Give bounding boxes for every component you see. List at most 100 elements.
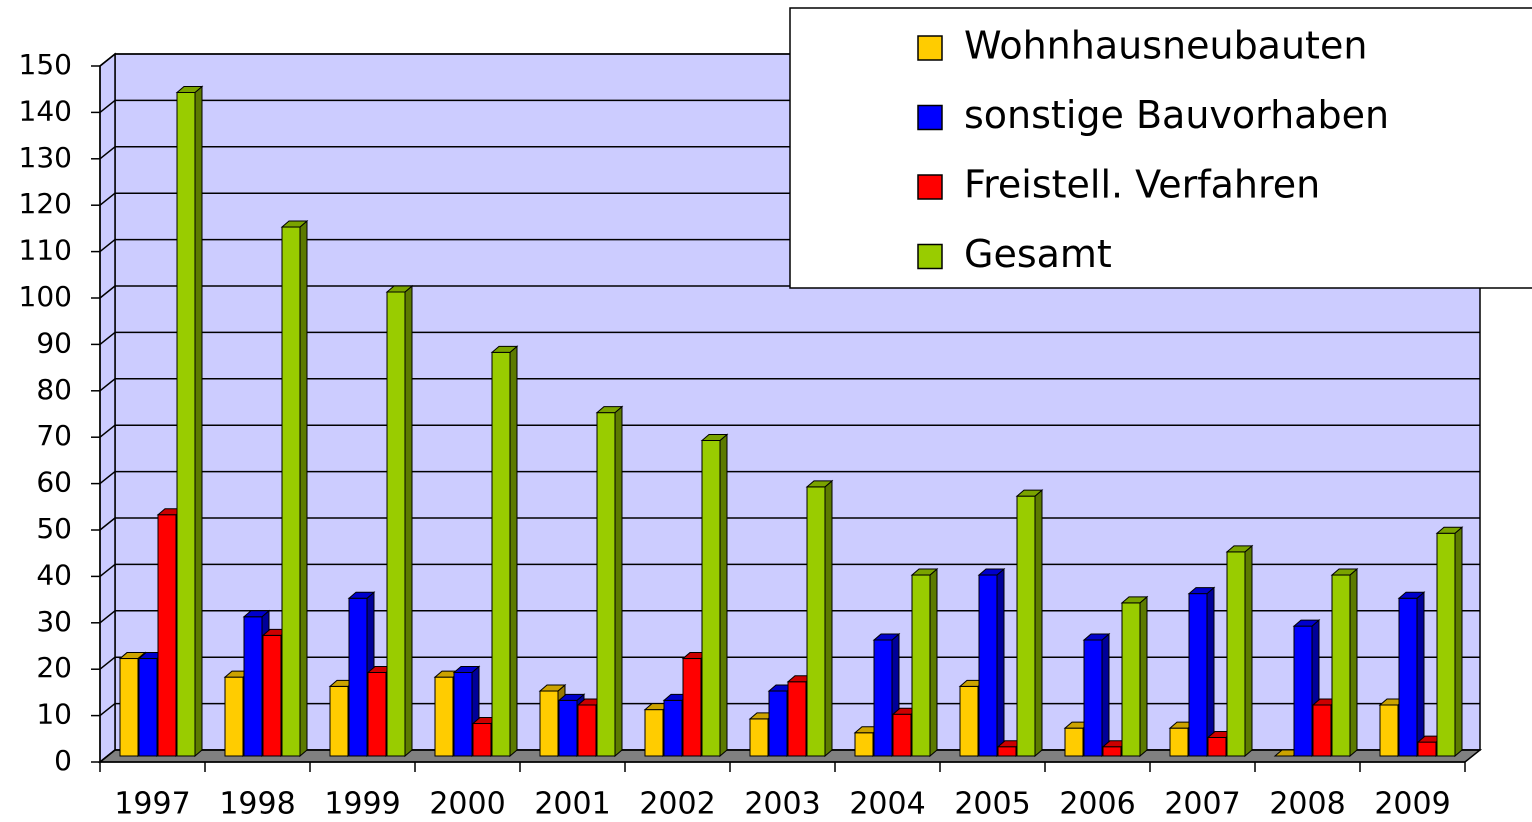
bar-side: [404, 284, 413, 758]
x-tick-label: 2001: [534, 787, 610, 822]
x-tick-label: 2007: [1164, 787, 1240, 822]
bar-side: [1244, 544, 1253, 758]
y-tick-label: 40: [36, 558, 72, 591]
x-tick-label: 1997: [114, 787, 190, 822]
bar: [911, 574, 931, 757]
y-tick-label: 0: [54, 744, 72, 777]
bar: [1188, 593, 1208, 757]
y-tick-label: 30: [36, 605, 72, 638]
grid-line-side: [99, 471, 116, 485]
bar: [1398, 597, 1418, 757]
bar: [119, 658, 139, 757]
bar-side: [1416, 591, 1425, 758]
bar: [1436, 532, 1456, 757]
bar: [1169, 727, 1189, 757]
bar: [262, 634, 282, 757]
grid-line-side: [99, 517, 116, 531]
bar: [1293, 625, 1313, 757]
bar-top: [538, 684, 567, 692]
grid-line-side: [99, 285, 116, 299]
x-tick-label: 1999: [324, 787, 400, 822]
bar-top: [490, 345, 519, 353]
bar-group: [280, 219, 309, 758]
bar-group: [1187, 586, 1216, 758]
bar-side: [719, 433, 728, 758]
bar-group: [1330, 567, 1359, 758]
bar-top: [385, 285, 414, 293]
bar: [1226, 551, 1246, 757]
y-tick-label: 60: [36, 466, 72, 499]
bar: [959, 685, 979, 757]
legend-swatch: [917, 243, 943, 270]
bar: [873, 639, 893, 757]
bar-top: [1397, 591, 1426, 599]
grid-line-side: [99, 610, 116, 624]
bar-group: [910, 567, 939, 758]
bar: [768, 690, 788, 757]
bar-top: [118, 652, 147, 660]
bar-top: [595, 406, 624, 414]
bar: [749, 718, 769, 757]
bar-top: [1082, 633, 1111, 641]
x-tick-label: 2004: [849, 787, 925, 822]
bar-side: [1206, 586, 1215, 758]
bar-top: [452, 665, 481, 673]
y-tick-label: 120: [19, 187, 72, 220]
x-tick-label: 2000: [429, 787, 505, 822]
bar: [1312, 704, 1332, 757]
bar-top: [280, 220, 309, 228]
x-tick-label: 1998: [219, 787, 295, 822]
bar-top: [347, 591, 376, 599]
bar-group: [1225, 544, 1254, 758]
bar: [281, 226, 301, 757]
bar: [1064, 727, 1084, 757]
y-tick-label: 130: [19, 141, 72, 174]
bar-top: [1435, 526, 1464, 534]
bar-top: [242, 610, 271, 618]
bar-group: [1435, 526, 1464, 758]
y-tick-label: 80: [36, 373, 72, 406]
bar: [1121, 602, 1141, 757]
bar-top: [700, 433, 729, 441]
grid-line-side: [99, 378, 116, 392]
bar-group: [385, 284, 414, 758]
bar: [367, 671, 387, 757]
bar: [491, 351, 511, 757]
bar: [806, 486, 826, 757]
bar-group: [1397, 591, 1426, 758]
bar: [682, 658, 702, 757]
legend-swatch: [917, 35, 943, 61]
bar-top: [175, 85, 204, 93]
bar: [138, 658, 158, 757]
bar: [892, 713, 912, 757]
bar-top: [557, 693, 586, 701]
bar-side: [509, 345, 518, 758]
bar-top: [910, 568, 939, 576]
y-tick-label: 10: [36, 698, 72, 731]
bar: [978, 574, 998, 757]
y-tick-label: 20: [36, 651, 72, 684]
grid-line-side: [99, 749, 116, 763]
bar-group: [595, 405, 624, 758]
bar-top: [1225, 545, 1254, 553]
legend-label: Freistell. Verfahren: [964, 163, 1320, 207]
bar: [1331, 574, 1351, 757]
bar-top: [1292, 619, 1321, 627]
y-tick-label: 70: [36, 419, 72, 452]
bar-side: [824, 479, 833, 758]
bar: [348, 597, 368, 757]
bar-top: [1015, 489, 1044, 497]
bar-top: [1120, 596, 1149, 604]
legend-label: Wohnhausneubauten: [964, 24, 1367, 68]
bar: [1102, 746, 1122, 757]
bar: [434, 676, 454, 757]
grid-line-side: [99, 99, 116, 113]
x-tick-label: 2009: [1374, 787, 1450, 822]
bar: [539, 690, 559, 757]
bar-top: [872, 633, 901, 641]
y-tick-label: 110: [19, 234, 72, 267]
bar: [558, 699, 578, 757]
bar-group: [1120, 595, 1149, 758]
y-tick-label: 100: [19, 280, 72, 313]
grid-line-side: [99, 331, 116, 345]
